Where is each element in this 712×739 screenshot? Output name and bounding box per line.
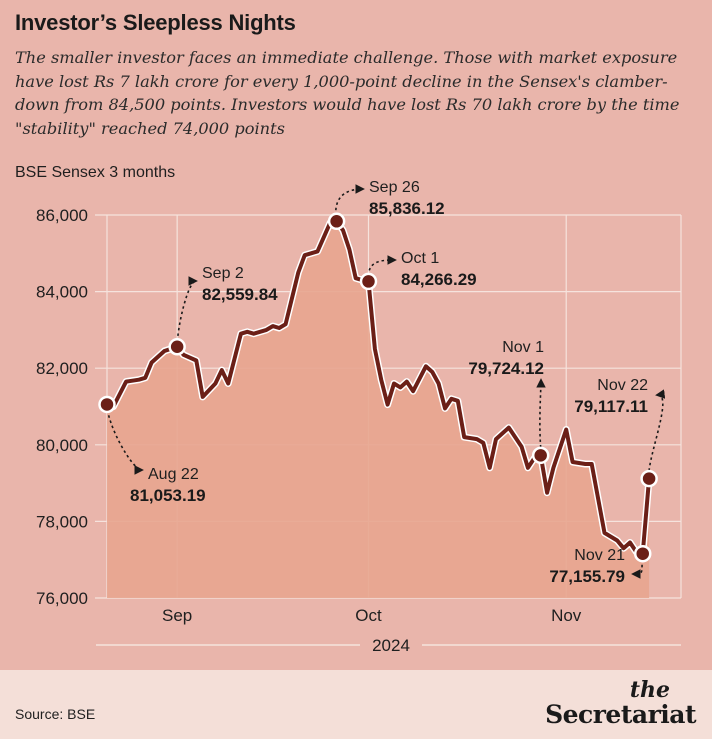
annotation-value: 85,836.12 bbox=[369, 199, 445, 218]
annotation-date: Sep 2 bbox=[202, 265, 244, 282]
chart-title: Investor’s Sleepless Nights bbox=[15, 10, 296, 35]
y-tick-label: 76,000 bbox=[36, 589, 88, 608]
annotation-value: 81,053.19 bbox=[130, 486, 206, 505]
annotation-arrow bbox=[334, 184, 365, 222]
annotation-dot bbox=[640, 469, 658, 488]
brand-logo: the Secretariat bbox=[545, 677, 696, 730]
y-axis-label: BSE Sensex 3 months bbox=[15, 164, 176, 181]
y-tick-label: 82,000 bbox=[36, 359, 88, 378]
annotation-arrow bbox=[176, 276, 198, 347]
annotation-value: 84,266.29 bbox=[401, 270, 477, 289]
logo-the: the bbox=[629, 677, 670, 703]
annotation-dot bbox=[531, 446, 550, 465]
annotation-value: 79,724.12 bbox=[468, 359, 544, 378]
line-layer bbox=[103, 217, 653, 558]
annotation-dot bbox=[327, 212, 346, 231]
annotation-date: Oct 1 bbox=[401, 250, 439, 267]
sensex-line bbox=[105, 219, 652, 556]
annotation-dot bbox=[359, 272, 378, 291]
annotation-arrow bbox=[536, 378, 546, 448]
annotation-dot bbox=[168, 338, 186, 356]
x-tick-label: Oct bbox=[355, 606, 382, 625]
y-tick-label: 86,000 bbox=[36, 206, 88, 225]
sensex-chart: 76,000 78,000 80,000 82,000 84,000 86,000 Sep O… bbox=[36, 179, 682, 655]
footer-bar bbox=[0, 670, 712, 739]
annotation-dot bbox=[633, 544, 652, 563]
year-label: 2024 bbox=[372, 636, 410, 655]
annotation-date: Sep 26 bbox=[369, 179, 420, 196]
annotation-date: Nov 1 bbox=[502, 339, 544, 356]
area-layer bbox=[107, 221, 650, 599]
annotation-arrow bbox=[631, 553, 644, 579]
annotation-arrow bbox=[648, 389, 666, 471]
axis-labels: 76,000 78,000 80,000 82,000 84,000 86,000 Sep O… bbox=[36, 206, 681, 655]
y-tick-label: 84,000 bbox=[36, 283, 88, 302]
annotation-date: Aug 22 bbox=[148, 466, 199, 483]
x-tick-label: Nov bbox=[551, 606, 582, 625]
source-note: Source: BSE bbox=[15, 706, 96, 722]
annotation-value: 82,559.84 bbox=[202, 285, 278, 304]
y-tick-label: 78,000 bbox=[36, 512, 88, 531]
annotation-date: Nov 22 bbox=[597, 377, 648, 394]
annotations: Aug 22 81,053.19 Sep 2 82,559.84 Sep 26 85,83… bbox=[98, 179, 666, 586]
y-tick-label: 80,000 bbox=[36, 436, 88, 455]
annotation-dot bbox=[98, 395, 116, 414]
chart-subtitle: The smaller investor faces an immediate … bbox=[15, 48, 680, 138]
annotation-value: 79,117.11 bbox=[574, 397, 648, 416]
annotation-date: Nov 21 bbox=[574, 547, 625, 564]
sensex-area bbox=[107, 221, 650, 599]
x-tick-label: Sep bbox=[162, 606, 192, 625]
logo-name: Secretariat bbox=[545, 700, 696, 729]
annotation-value: 77,155.79 bbox=[549, 567, 625, 586]
